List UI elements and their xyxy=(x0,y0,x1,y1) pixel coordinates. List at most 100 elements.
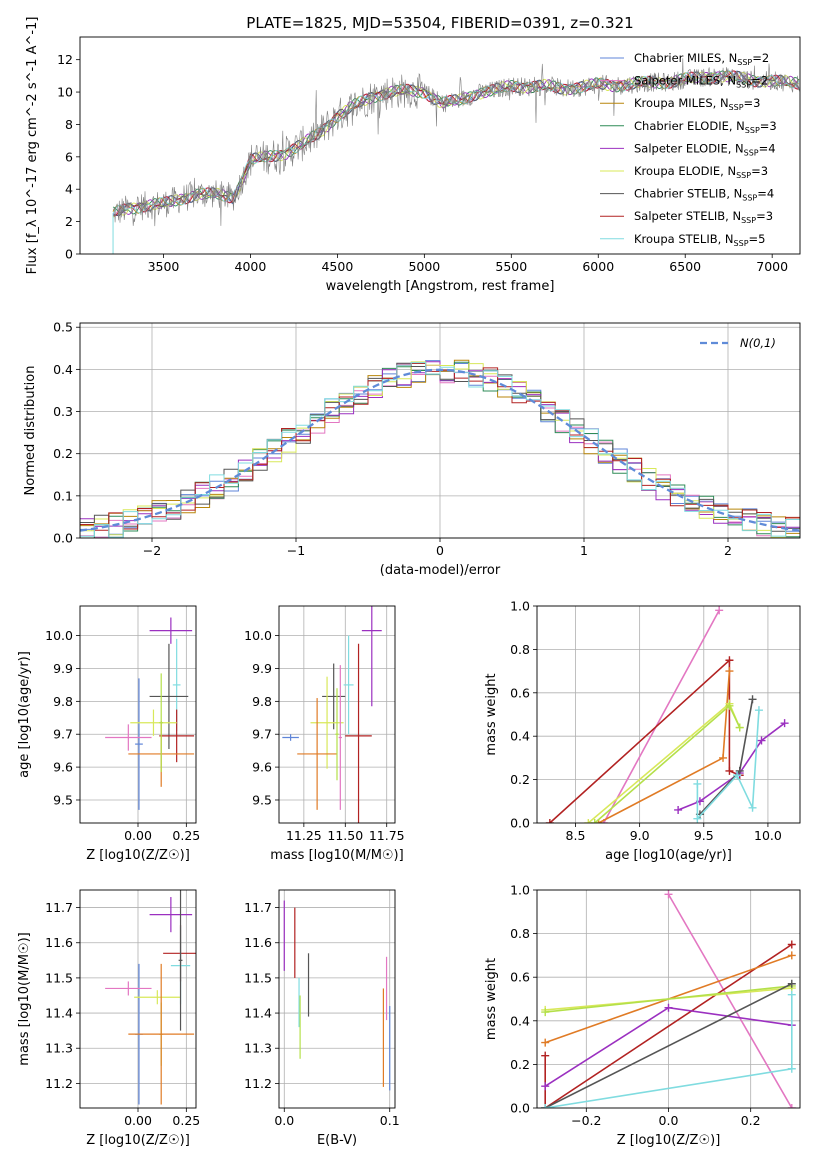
legend-label: Salpeter STELIB, NSSP=3 xyxy=(634,209,773,225)
y-tick-label: 0.8 xyxy=(510,642,530,657)
chart-mass_vs_ebv: 0.0 0.1 11.2 11.3 11.4 11.5 11.6 11.7 E(B-V) xyxy=(244,889,400,1148)
x-tick-label: 11.75 xyxy=(369,828,405,843)
mass-weight-line xyxy=(602,609,720,823)
mass-weight-marker xyxy=(715,606,724,615)
legend-label: Kroupa STELIB, NSSP=5 xyxy=(634,232,765,248)
mass-weight-line xyxy=(594,704,741,823)
x-tick-label: 11.50 xyxy=(327,828,363,843)
x-axis-label: Z [log10(Z/Z☉)] xyxy=(86,1133,190,1148)
x-axis-label: wavelength [Angstrom, rest frame] xyxy=(326,279,555,294)
y-tick-label: 9.7 xyxy=(53,727,73,742)
y-tick-label: 0.8 xyxy=(510,926,530,941)
y-tick-label: 0.6 xyxy=(510,685,530,700)
x-tick-label: 4500 xyxy=(321,259,353,274)
y-tick-label: 11.2 xyxy=(244,1076,272,1091)
x-tick-label: 0 xyxy=(436,543,444,558)
mass-weight-line xyxy=(545,985,792,1013)
x-tick-label: 8.5 xyxy=(566,828,586,843)
x-tick-label: 0.0 xyxy=(274,1113,294,1128)
y-tick-label: 12 xyxy=(57,52,73,67)
mass-weight-marker xyxy=(780,719,789,728)
mass-weight-line xyxy=(544,982,793,1108)
legend-label: Salpeter MILES, NSSP=2 xyxy=(634,74,768,90)
x-tick-label: 0.2 xyxy=(741,1113,761,1128)
plot-area xyxy=(545,606,789,823)
y-tick-label: 11.6 xyxy=(45,935,73,950)
x-tick-label: 5500 xyxy=(495,259,527,274)
mass-weight-marker xyxy=(541,1008,550,1017)
y-axis-label: age [log10(age/yr)] xyxy=(17,651,32,778)
axes-frame xyxy=(536,889,801,1109)
x-tick-label: 6000 xyxy=(582,259,614,274)
y-tick-label: 0.2 xyxy=(53,446,73,461)
mass-weight-marker xyxy=(541,1082,550,1091)
chart-massweight_vs_age: 8.5 9.0 9.5 10.0 0.0 0.2 0.4 0.6 0.8 1.0 age [log1… xyxy=(484,599,801,863)
mass-weight-marker xyxy=(735,766,744,775)
x-tick-label: 7000 xyxy=(756,259,788,274)
y-tick-label: 9.6 xyxy=(252,760,272,775)
y-tick-label: 8 xyxy=(65,117,73,132)
mass-weight-marker xyxy=(735,723,744,732)
mass-weight-marker xyxy=(664,1003,673,1012)
y-tick-label: 11.7 xyxy=(45,900,73,915)
x-tick-label: 0.0 xyxy=(659,1113,679,1128)
y-tick-label: 0.6 xyxy=(510,970,530,985)
chart-mass_vs_Z: 0.00 0.25 11.2 11.3 11.4 11.5 11.6 11.7 Z [log10… xyxy=(17,889,200,1148)
mass-weight-marker xyxy=(664,890,673,899)
y-tick-label: 11.5 xyxy=(244,970,272,985)
mass-weight-line xyxy=(549,658,741,823)
mass-weight-marker xyxy=(725,667,734,676)
x-tick-label: 11.25 xyxy=(286,828,322,843)
x-axis-label: Z [log10(Z/Z☉)] xyxy=(617,1133,721,1148)
axes-frame xyxy=(278,889,396,1109)
x-axis-label: age [log10(age/yr)] xyxy=(605,848,732,863)
axes-frame xyxy=(79,36,801,255)
mass-weight-line xyxy=(544,943,793,1108)
y-tick-label: 11.2 xyxy=(45,1076,73,1091)
legend-label: Kroupa ELODIE, NSSP=3 xyxy=(634,164,768,180)
y-tick-label: 11.5 xyxy=(45,970,73,985)
y-tick-label: 10.0 xyxy=(244,628,272,643)
axes-frame xyxy=(536,605,801,824)
data-spectrum-line xyxy=(112,58,800,227)
mass-weight-marker xyxy=(787,990,796,999)
y-axis-label: mass weight xyxy=(484,673,499,755)
mass-weight-marker xyxy=(787,1064,796,1073)
x-tick-label: −1 xyxy=(287,543,305,558)
mass-weight-marker xyxy=(757,736,766,745)
plot-area xyxy=(282,606,382,823)
mass-weight-marker xyxy=(787,951,796,960)
y-tick-label: 9.9 xyxy=(252,661,272,676)
x-tick-label: 0.00 xyxy=(124,828,152,843)
x-tick-label: 9.5 xyxy=(694,828,714,843)
x-tick-label: 3500 xyxy=(148,259,180,274)
y-tick-label: 9.7 xyxy=(252,727,272,742)
y-tick-label: 1.0 xyxy=(510,599,530,614)
y-tick-label: 0.5 xyxy=(53,320,73,335)
x-axis-label: mass [log10(M/M☉)] xyxy=(270,848,403,863)
plot-area xyxy=(80,359,800,538)
legend-label: Salpeter ELODIE, NSSP=4 xyxy=(634,141,776,157)
y-tick-label: 0.0 xyxy=(510,816,530,831)
x-tick-label: 5000 xyxy=(408,259,440,274)
y-tick-label: 0 xyxy=(65,247,73,262)
y-tick-label: 11.6 xyxy=(244,935,272,950)
axes-frame xyxy=(79,605,197,824)
mass-weight-marker xyxy=(787,1104,796,1108)
mass-weight-marker xyxy=(733,771,742,780)
mass-weight-marker xyxy=(748,695,757,704)
y-tick-label: 2 xyxy=(65,214,73,229)
x-tick-label: 9.0 xyxy=(630,828,650,843)
legend-label: Kroupa MILES, NSSP=3 xyxy=(634,96,760,112)
y-tick-label: 9.8 xyxy=(252,694,272,709)
x-tick-label: 0.25 xyxy=(172,1113,200,1128)
spectrum-legend: Chabrier MILES, NSSP=2 Salpeter MILES, NS… xyxy=(600,51,777,248)
y-tick-label: 0.0 xyxy=(510,1101,530,1116)
y-tick-label: 10.0 xyxy=(45,628,73,643)
y-tick-label: 11.7 xyxy=(244,900,272,915)
y-tick-label: 9.5 xyxy=(252,792,272,807)
y-tick-label: 10 xyxy=(57,85,73,100)
y-axis-label: Normed distribution xyxy=(23,366,38,496)
residual-legend: N(0,1) xyxy=(700,336,776,350)
mass-weight-marker xyxy=(725,701,734,710)
